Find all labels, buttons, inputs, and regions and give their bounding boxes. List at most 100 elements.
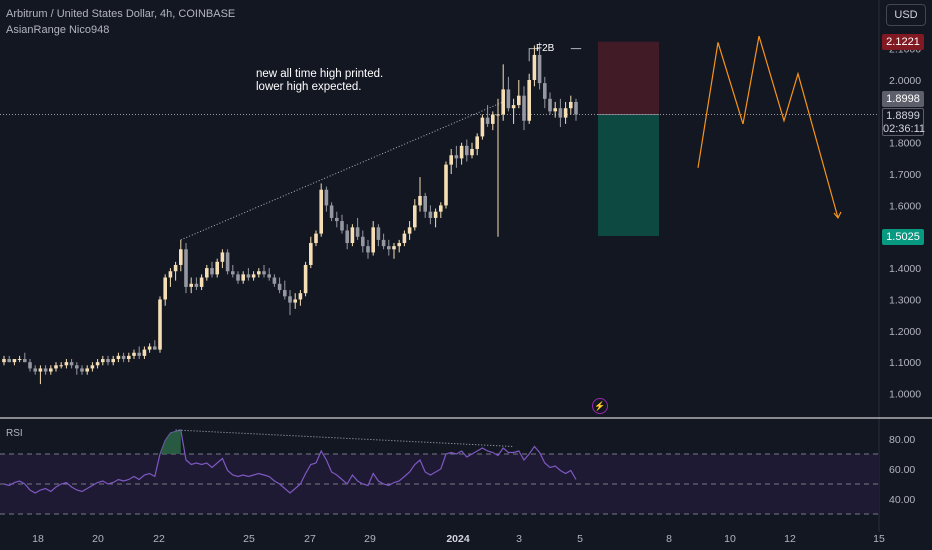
stop-price-tag: 1.5025: [882, 229, 924, 245]
note-line-2: lower high expected.: [256, 81, 362, 93]
candle-body-57: [298, 293, 303, 300]
price-tick-5: 1.6000: [889, 200, 921, 212]
candle-body-90: [470, 148, 474, 156]
candle-body-17: [90, 365, 95, 369]
last-price-tag: 1.8998: [882, 91, 924, 107]
time-tick-2: 22: [153, 533, 165, 545]
candle-body-5: [28, 362, 32, 369]
candle-body-110: [574, 101, 578, 115]
candle-body-63: [329, 205, 334, 218]
time-tick-3: 25: [243, 533, 255, 545]
candle-body-44: [231, 271, 235, 275]
price-tick-11: 1.0000: [889, 389, 921, 401]
candle-body-104: [543, 83, 547, 99]
candle-body-92: [480, 117, 485, 137]
candle-body-78: [407, 227, 412, 234]
candle-body-87: [454, 155, 459, 159]
candle-body-68: [355, 227, 360, 237]
symbol-title[interactable]: Arbitrum / United States Dollar, 4h, COI…: [6, 8, 236, 20]
candle-body-36: [189, 283, 193, 287]
candle-body-18: [95, 362, 100, 366]
candle-body-28: [147, 346, 152, 350]
candle-body-46: [241, 274, 245, 281]
time-tick-1: 20: [92, 533, 104, 545]
candle-body-33: [173, 264, 178, 272]
candle-body-62: [324, 189, 329, 206]
rsi-overbought-fill: [160, 430, 181, 454]
candle-body-73: [381, 239, 386, 247]
current-price-value: 1.8899: [886, 110, 920, 122]
candle-body-29: [153, 346, 157, 350]
candle-body-30: [158, 299, 162, 350]
candle-body-97: [506, 89, 511, 109]
candle-body-40: [210, 268, 214, 275]
candle-body-66: [345, 230, 349, 244]
candle-body-108: [563, 108, 568, 118]
price-tick-4: 1.7000: [889, 169, 921, 181]
candle-body-59: [309, 243, 313, 265]
time-tick-7: 3: [516, 533, 522, 545]
candle-body-32: [168, 271, 173, 278]
candle-body-71: [371, 227, 375, 253]
candle-body-109: [569, 101, 573, 109]
rsi-divergence-line: [175, 429, 514, 447]
candle-body-69: [361, 236, 365, 247]
candle-body-93: [485, 117, 490, 124]
take-profit-price-tag: 2.1221: [882, 34, 924, 50]
price-tick-8: 1.3000: [889, 294, 921, 306]
candle-body-86: [449, 155, 453, 165]
projection-arrowhead: [833, 211, 842, 220]
candle-body-22: [116, 355, 121, 360]
rsi-label[interactable]: RSI: [6, 428, 23, 439]
candle-body-99: [517, 95, 521, 106]
candle-body-106: [553, 108, 557, 112]
currency-button[interactable]: USD: [886, 4, 926, 26]
candle-body-24: [127, 355, 131, 360]
candle-body-105: [548, 98, 552, 112]
price-tick-9: 1.2000: [889, 326, 921, 338]
time-tick-6: 2024: [446, 533, 470, 545]
candle-body-6: [33, 368, 37, 372]
candle-body-11: [59, 365, 63, 367]
f2b-bracket: [528, 48, 582, 62]
time-tick-10: 10: [724, 533, 736, 545]
candle-body-55: [288, 296, 292, 303]
candle-body-25: [132, 352, 136, 356]
rsi-tick-2: 40.00: [889, 494, 915, 506]
candle-body-42: [220, 252, 225, 262]
candle-body-98: [511, 105, 516, 109]
candle-body-64: [335, 217, 339, 222]
candle-body-38: [199, 277, 204, 287]
candle-body-47: [246, 274, 251, 278]
candle-body-91: [475, 136, 479, 149]
candle-body-79: [413, 205, 417, 228]
time-tick-12: 15: [873, 533, 885, 545]
lightning-icon[interactable]: ⚡: [592, 398, 608, 414]
time-tick-4: 27: [304, 533, 316, 545]
time-tick-5: 29: [364, 533, 376, 545]
candle-body-103: [537, 54, 542, 84]
candle-body-10: [54, 365, 58, 369]
candle-body-84: [439, 205, 443, 212]
rsi-tick-1: 60.00: [889, 464, 915, 476]
candle-body-56: [293, 299, 297, 303]
candle-body-88: [459, 145, 464, 159]
candle-body-21: [111, 359, 115, 363]
rsi-line: [3, 429, 577, 494]
candle-body-15: [80, 368, 84, 372]
candle-body-31: [163, 277, 167, 300]
bar-countdown: 02:36:11: [883, 123, 926, 135]
indicator-label[interactable]: AsianRange Nico948: [6, 24, 110, 36]
candle-body-74: [387, 246, 391, 250]
time-tick-8: 5: [577, 533, 583, 545]
candle-body-83: [433, 211, 438, 218]
candle-body-82: [428, 211, 433, 218]
candle-body-89: [465, 145, 469, 156]
candle-body-16: [85, 368, 89, 372]
candle-body-13: [69, 362, 74, 366]
candle-body-14: [75, 365, 79, 369]
note-line-1: new all time high printed.: [256, 68, 384, 80]
price-tick-7: 1.4000: [889, 263, 921, 275]
candle-body-12: [64, 362, 69, 366]
